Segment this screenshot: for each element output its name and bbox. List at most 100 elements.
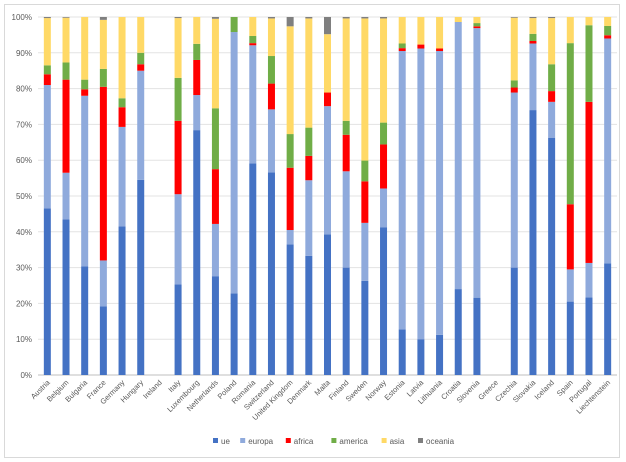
bar-segment-africa [473, 26, 481, 29]
bar-segment-ue [81, 266, 89, 375]
bar-segment-america [118, 98, 126, 108]
legend-label: europa [248, 437, 273, 446]
bar-segment-asia [361, 18, 369, 161]
bar-segment-ue [566, 301, 574, 375]
bar-segment-europa [529, 43, 537, 111]
y-tick-label: 50% [16, 192, 32, 201]
bar-romania [249, 17, 257, 375]
bar-latvia [417, 17, 425, 375]
bar-segment-africa [436, 48, 444, 52]
bar-segment-africa [174, 120, 182, 195]
bar-segment-oceania [174, 17, 182, 19]
legend-label: america [339, 437, 368, 446]
bar-segment-asia [510, 17, 518, 81]
bar-segment-africa [398, 48, 406, 52]
legend-item-ue: ue [213, 437, 230, 446]
bar-segment-africa [249, 43, 257, 46]
bar-segment-america [249, 35, 257, 44]
bar-united-kingdom [286, 17, 294, 375]
bar-segment-oceania [361, 17, 369, 19]
bar-segment-ue [43, 208, 51, 375]
bar-segment-asia [436, 17, 444, 49]
bar-segment-africa [566, 204, 574, 270]
bar-segment-asia [43, 18, 51, 66]
bar-segment-ue [305, 255, 313, 375]
bar-segment-ue [361, 280, 369, 375]
bar-segment-europa [81, 95, 89, 267]
bar-segment-africa [211, 169, 219, 224]
y-tick-label: 20% [16, 299, 32, 308]
legend-swatch [285, 438, 291, 443]
legend-item-asia: asia [381, 437, 405, 446]
bar-segment-ue [324, 234, 331, 375]
bar-segment-europa [398, 51, 406, 330]
bar-bulgaria [81, 17, 89, 375]
bar-segment-asia [249, 17, 257, 36]
bar-segment-asia [99, 19, 107, 69]
bar-segment-ue [99, 306, 107, 375]
bar-segment-asia [193, 17, 201, 44]
y-tick-label: 100% [12, 13, 32, 22]
bar-italy [174, 17, 182, 375]
bar-segment-oceania [342, 17, 350, 19]
bar-segment-africa [267, 83, 275, 110]
bar-segment-europa [324, 106, 331, 235]
bars [43, 17, 612, 375]
bar-segment-europa [361, 222, 369, 281]
bar-segment-ue [249, 163, 257, 375]
bar-liechtenstein [604, 17, 612, 375]
y-tick-label: 80% [16, 85, 32, 94]
bar-segment-america [585, 25, 593, 102]
bar-segment-america [43, 65, 51, 75]
bar-segment-asia [342, 18, 350, 121]
legend-swatch [240, 438, 246, 443]
bar-segment-ue [473, 297, 481, 375]
bar-segment-europa [137, 70, 145, 180]
bar-segment-africa [305, 155, 313, 181]
bar-segment-europa [566, 269, 574, 302]
legend-item-america: america [331, 437, 368, 446]
bar-segment-asia [211, 18, 219, 109]
bar-segment-america [398, 43, 406, 49]
bar-segment-asia [324, 34, 331, 93]
bar-hungary [137, 17, 145, 375]
bar-slovenia [473, 17, 481, 375]
bar-segment-america [529, 33, 537, 41]
bar-segment-ue [548, 138, 556, 375]
bar-segment-ue [380, 227, 388, 375]
bar-germany [118, 17, 126, 375]
bar-segment-europa [436, 51, 444, 335]
bar-switzerland [267, 17, 275, 375]
bar-segment-asia [548, 18, 556, 65]
bar-lithuania [436, 17, 444, 375]
bar-segment-africa [585, 101, 593, 263]
bar-segment-ue [137, 179, 145, 375]
bar-norway [380, 17, 388, 375]
bar-segment-europa [342, 171, 350, 268]
bar-segment-africa [417, 44, 425, 49]
x-tick-label: Ireland [141, 378, 164, 401]
bar-segment-europa [62, 172, 70, 220]
bar-segment-africa [286, 167, 294, 231]
legend-item-oceania: oceania [418, 437, 455, 446]
bar-segment-africa [604, 35, 612, 39]
bar-segment-africa [62, 79, 70, 173]
bar-segment-africa [510, 87, 518, 93]
bar-segment-america [230, 17, 238, 33]
bar-segment-america [604, 25, 612, 36]
bar-czechia [510, 17, 518, 375]
bar-segment-oceania [380, 17, 388, 19]
bar-segment-america [342, 120, 350, 135]
y-tick-label: 90% [16, 49, 32, 58]
bar-austria [43, 17, 51, 375]
bar-finland [342, 17, 350, 375]
bar-segment-africa [529, 40, 537, 44]
bar-segment-america [566, 43, 574, 205]
bar-segment-europa [305, 180, 313, 256]
bar-segment-ue [286, 244, 294, 375]
bar-segment-europa [380, 188, 388, 228]
bar-segment-america [305, 127, 313, 156]
y-tick-label: 30% [16, 264, 32, 273]
bar-segment-asia [585, 17, 593, 26]
bar-segment-asia [286, 26, 294, 135]
